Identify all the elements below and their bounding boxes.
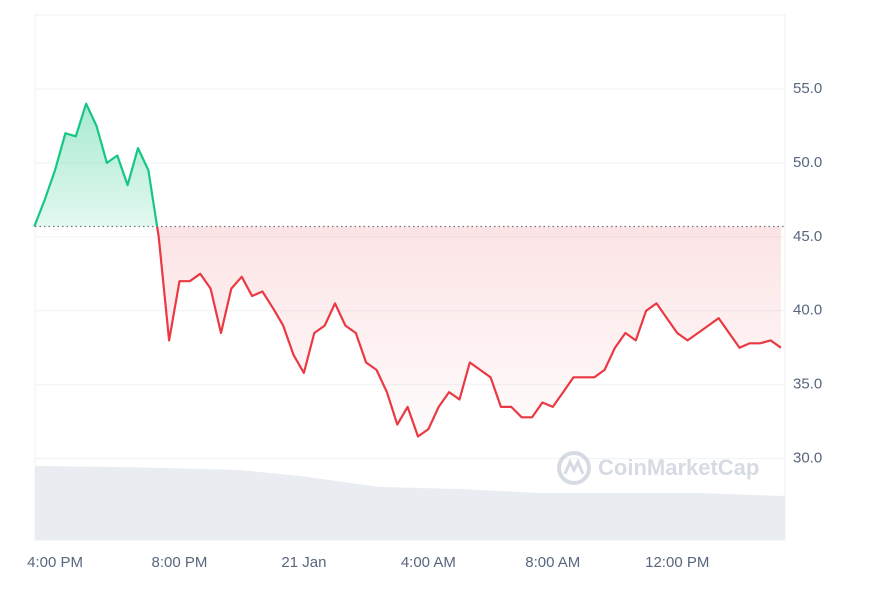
x-tick-label: 4:00 PM <box>27 554 83 571</box>
y-tick-label: 30.0 <box>793 450 822 467</box>
y-tick-label: 50.0 <box>793 154 822 171</box>
y-tick-label: 40.0 <box>793 302 822 319</box>
x-tick-label: 8:00 AM <box>525 554 580 571</box>
price-area <box>34 103 781 437</box>
x-tick-label: 21 Jan <box>281 554 326 571</box>
x-tick-label: 12:00 PM <box>645 554 709 571</box>
watermark: CoinMarketCap <box>557 451 759 485</box>
y-tick-label: 35.0 <box>793 376 822 393</box>
y-tick-label: 55.0 <box>793 80 822 97</box>
watermark-text: CoinMarketCap <box>598 455 759 480</box>
price-line <box>33 102 782 438</box>
y-tick-label: 45.0 <box>793 228 822 245</box>
x-tick-label: 8:00 PM <box>152 554 208 571</box>
x-tick-label: 4:00 AM <box>401 554 456 571</box>
volume-area <box>35 466 785 540</box>
